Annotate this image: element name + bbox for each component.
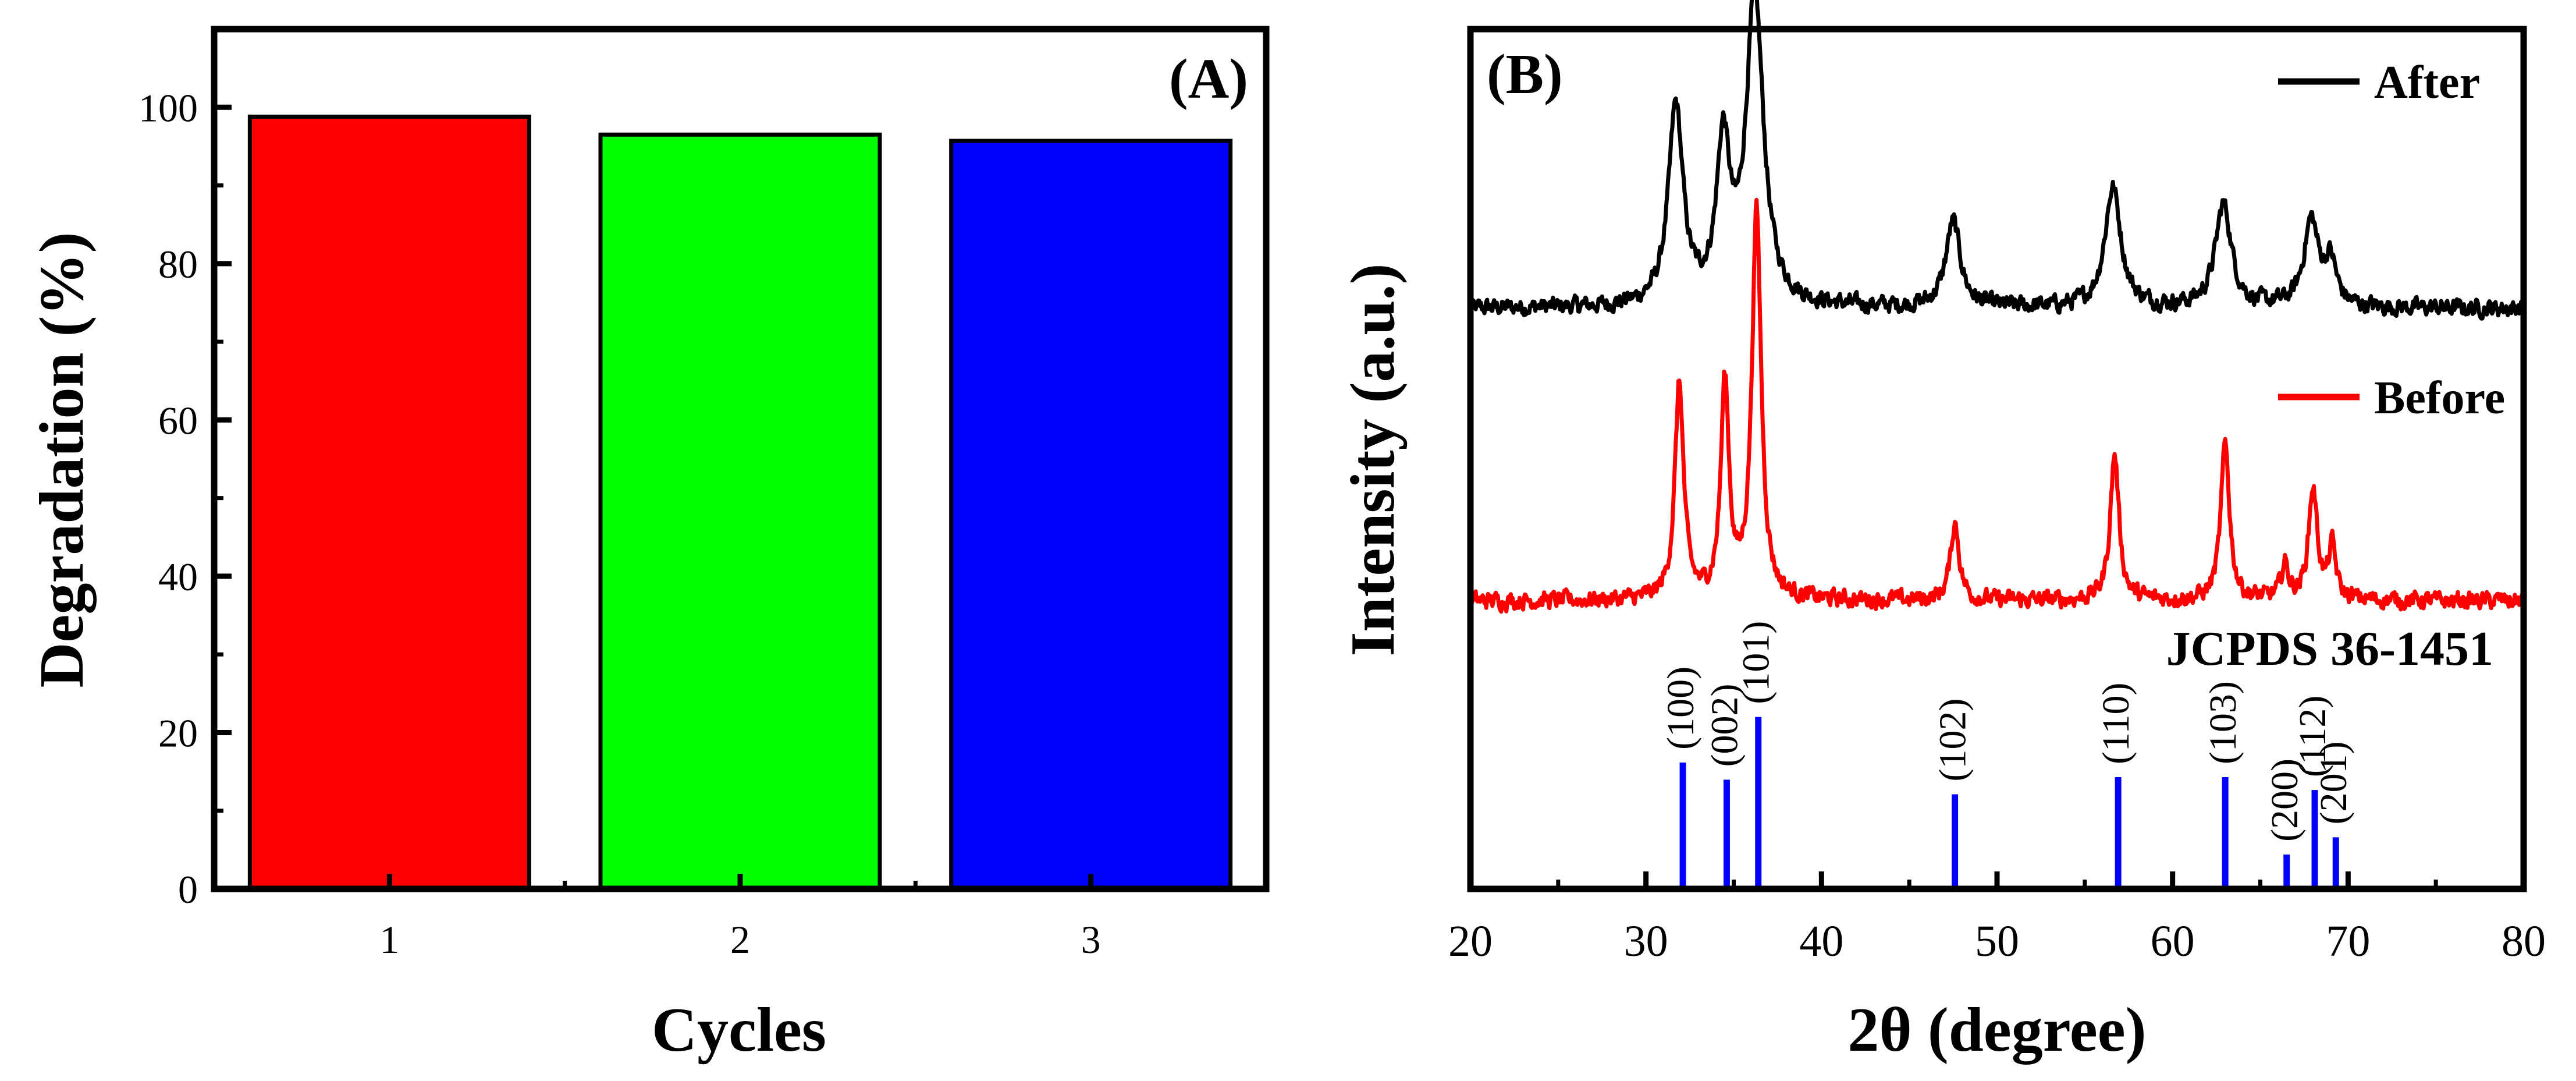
x-tick-label: 30 xyxy=(1624,917,1668,966)
panel-b-reference-label: JCPDS 36-1451 xyxy=(2166,622,2493,676)
legend-label-after: After xyxy=(2374,57,2480,108)
bar-cycle-3 xyxy=(949,139,1233,891)
bar-cycle-2 xyxy=(598,132,882,891)
legend-label-before: Before xyxy=(2374,373,2505,424)
x-tick-label: 80 xyxy=(2502,917,2546,966)
panel-b-y-axis-title: Intensity (a.u.) xyxy=(1338,263,1408,656)
bar-cycle-1 xyxy=(247,114,531,891)
x-tick-label: 2 xyxy=(730,917,750,962)
reference-label: (100) xyxy=(1660,667,1702,750)
y-tick-label: 0 xyxy=(178,867,198,912)
panel-b-legend: After Before xyxy=(2278,57,2505,424)
panel-b-series xyxy=(1468,0,2526,614)
reference-label: (112) xyxy=(2291,696,2334,778)
panel-a-y-axis-title: Degradation (%) xyxy=(27,232,97,688)
series-line-before xyxy=(1468,197,2526,614)
panel-a-x-axis-title: Cycles xyxy=(652,995,826,1065)
panel-b-label: (B) xyxy=(1487,43,1563,106)
panel-b-x-ticks: 20 30 40 50 60 70 80 xyxy=(1448,871,2546,966)
x-tick-label: 1 xyxy=(379,917,399,962)
x-tick-label: 3 xyxy=(1081,917,1101,962)
panel-b-x-axis-title: 2θ (degree) xyxy=(1847,995,2146,1065)
x-tick-label: 70 xyxy=(2326,917,2370,966)
panel-a-bars xyxy=(247,114,1233,891)
reference-label: (101) xyxy=(1735,621,1778,704)
x-tick-label: 20 xyxy=(1448,917,1493,966)
reference-label: (110) xyxy=(2095,682,2137,764)
panel-a-label: (A) xyxy=(1169,48,1248,111)
x-tick-label: 50 xyxy=(1975,917,2019,966)
x-tick-label: 60 xyxy=(2151,917,2195,966)
y-tick-label: 80 xyxy=(158,242,198,286)
panel-a-frame xyxy=(211,26,1270,892)
y-tick-label: 60 xyxy=(158,398,198,442)
reference-label: (200) xyxy=(2264,759,2306,842)
panel-b-reference-lines: (100) (002)(101) (102) (110) (103) (200)(112)… xyxy=(1660,621,2355,889)
y-tick-label: 40 xyxy=(158,555,198,599)
series-line-after xyxy=(1468,0,2526,321)
panel-b-xrd-chart: (100) (002)(101) (102) (110) (103) (200)(112)… xyxy=(1338,0,2546,1065)
reference-label: (103) xyxy=(2202,681,2244,764)
reference-label: (201) xyxy=(2312,741,2355,824)
y-tick-label: 20 xyxy=(158,711,198,755)
x-tick-label: 40 xyxy=(1799,917,1843,966)
panel-a-y-ticks: 0 20 40 60 80 100 xyxy=(138,86,232,912)
panel-b-frame xyxy=(1467,26,2527,892)
reference-label: (102) xyxy=(1932,699,1974,782)
reference-label: (002) xyxy=(1703,683,1746,767)
y-tick-label: 100 xyxy=(138,86,198,130)
panel-a-bar-chart: 0 20 40 60 80 100 1 2 3 (A) Cycles Degradation … xyxy=(27,26,1270,1065)
